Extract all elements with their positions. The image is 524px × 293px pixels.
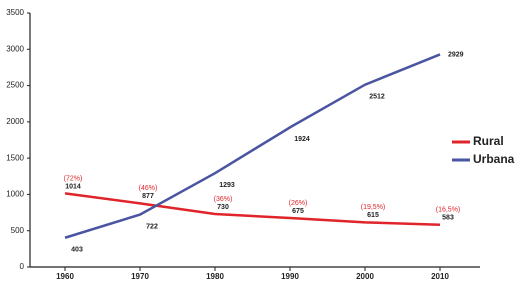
share-label: (19,5%): [361, 204, 386, 211]
y-tick-label: 1000: [6, 190, 24, 199]
data-label: 1014: [65, 183, 81, 190]
y-tick-label: 0: [20, 262, 25, 271]
x-tick-label: 2010: [431, 272, 449, 281]
series-line: [64, 192, 441, 226]
y-tick-label: 3500: [6, 8, 24, 17]
x-tick-label: 1960: [56, 272, 74, 281]
data-label: 615: [367, 212, 379, 219]
y-tick-label: 500: [11, 226, 25, 235]
x-tick-label: 1980: [206, 272, 224, 281]
y-tick-label: 2500: [6, 81, 24, 90]
data-label: 722: [146, 223, 158, 230]
share-label: (72%): [64, 175, 83, 182]
legend-label: Rural: [473, 134, 504, 148]
data-label: 403: [71, 247, 83, 254]
data-label: 2512: [369, 94, 385, 101]
share-label: (16,5%): [436, 207, 461, 214]
share-label: (46%): [139, 185, 158, 192]
data-label: 1924: [294, 136, 310, 143]
data-label: 675: [292, 208, 304, 215]
data-label: 877: [142, 193, 154, 200]
share-label: (26%): [289, 200, 308, 207]
x-tick-label: 1970: [131, 272, 149, 281]
y-tick-label: 2000: [6, 117, 24, 126]
share-label: (36%): [214, 196, 233, 203]
data-label: 2929: [448, 51, 464, 58]
x-tick-label: 2000: [356, 272, 374, 281]
y-tick-label: 3000: [6, 44, 24, 53]
y-tick-label: 1500: [6, 153, 24, 162]
data-label: 1293: [219, 182, 235, 189]
x-tick-label: 1990: [281, 272, 299, 281]
data-label: 583: [442, 215, 454, 222]
series-line: [64, 53, 441, 239]
data-label: 730: [217, 204, 229, 211]
legend-label: Urbana: [473, 152, 515, 166]
